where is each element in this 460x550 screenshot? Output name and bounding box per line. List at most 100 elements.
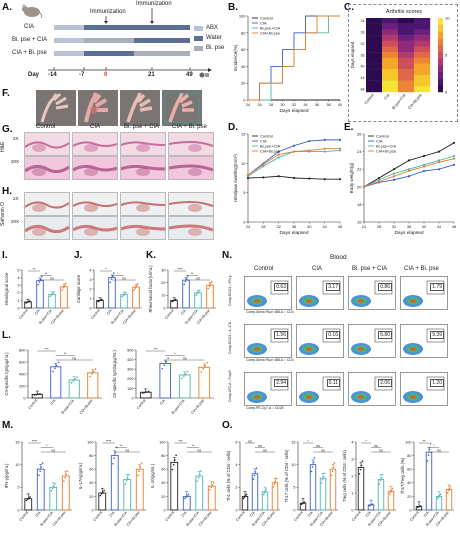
bar [132,286,140,309]
colorbar-segment [438,65,443,73]
histology-image-safo-2x-3 [168,192,214,216]
heatmap-cell [398,23,415,30]
panel-c-box [348,4,458,122]
dot [125,480,128,482]
dot [197,476,200,479]
panel-letter-k: K. [146,250,156,261]
dot [165,360,168,363]
dot [123,293,126,295]
x-tick-label: Bi.pse+CIA [171,398,186,415]
dot [171,300,174,303]
dot [33,394,36,396]
bar [425,451,433,511]
y-tick-label: 10 [15,463,19,467]
legend-water: Water [206,35,222,41]
flow-density [299,376,341,403]
dot [99,494,102,497]
data-point [422,169,426,173]
sig-label: ns [248,440,252,444]
histology-texture [121,141,165,152]
sig-label: **** [106,440,112,444]
x-tick-label: CIA [423,510,430,518]
heatmap-cell [382,35,399,41]
dot [197,291,200,293]
dot [262,493,265,496]
histology-image-he-20x-2 [120,156,166,180]
y-axis-label: CII-specific IgG(μg/mL) [4,352,9,396]
x-tick-label: 36 [315,103,319,107]
row-label: 44 [361,76,365,80]
sig-label: *** [44,348,49,352]
dot [390,489,393,492]
dot [245,493,248,496]
heatmap-cell [382,23,399,30]
panel-letter-e: E. [344,122,354,133]
dot [321,479,324,481]
flow-y-axis-label: Comp-BV421 :: IFN-γ [228,275,232,306]
colorbar-segment [438,24,443,32]
blood-label: Blood [330,254,347,261]
flow-x-axis-label: Comp-Alexa Fluor 488-A :: CD4 [246,310,294,314]
data-point [452,163,456,166]
sig-label: ns [321,449,325,453]
heatmap-cell [366,40,383,47]
bar [206,284,214,309]
flow-col-bipse-cia: Bi. pse + CIA [352,266,388,272]
dot [429,442,432,445]
heatmap-cell [382,52,399,59]
heatmap-cell [382,80,399,87]
heatmap-cell [398,74,415,81]
x-tick-label: 40 [338,103,342,107]
gate [270,328,289,343]
flow-density [351,376,393,403]
dot [183,283,186,286]
dot [29,496,31,498]
data-point [407,169,411,173]
y-tick-label: 40 [89,481,93,485]
y-tick-label: 0 [293,508,295,512]
panel-letter-c: C. [344,2,354,13]
dot [381,474,384,476]
y-tick-label: 0 [163,306,165,310]
dot [202,368,205,370]
x-tick-label: 32 [292,103,296,107]
dot [110,278,113,280]
y-axis-label: Body weight(g) [349,162,354,193]
dot [113,457,115,460]
heatmap-cell [366,29,383,36]
column-label: Control [364,93,375,105]
dot [39,393,41,395]
heatmap-cell [366,52,383,59]
sig-label: * [105,268,107,272]
chart-title: Arthritis scores [386,9,423,15]
x-tick-label: 24 [246,225,250,229]
dot [331,470,334,473]
dot [436,497,439,500]
x-tick-label: Control [92,510,103,522]
bar [36,280,44,309]
density-contour [254,299,260,303]
heatmap-cell [414,52,431,59]
data-point [246,176,250,180]
sig-label: ns [51,449,55,453]
y-tick-label: 0 [351,508,353,512]
sig-label: * [174,352,176,356]
histology-texture [169,140,213,152]
x-tick-label: 48 [452,225,456,229]
heatmap-cell [398,69,415,76]
flow-plot-r1-c3: 9.39 [400,324,448,358]
chart-arthritis-heatmap: Arthritis scores 24 28 32 36 40 44 48 Control CIA… [350,9,450,110]
x-tick-label: CIA+Bi.pse [190,399,205,415]
data-point [392,168,396,171]
dot [40,275,43,278]
dot [27,300,30,303]
gate [270,376,289,391]
y-tick-label: 18 [357,202,362,207]
y-tick-label: 40 [161,481,165,485]
dot [391,487,394,490]
chart-cii-igg2a: 0 100 200 300 400 500 Control CIA Bi.pse+CIA CIA+… [112,348,214,415]
histology-texture [73,224,117,236]
data-point [437,168,441,171]
x-tick-label: 38 [326,103,330,107]
x-tick-label: CIA [34,308,41,316]
